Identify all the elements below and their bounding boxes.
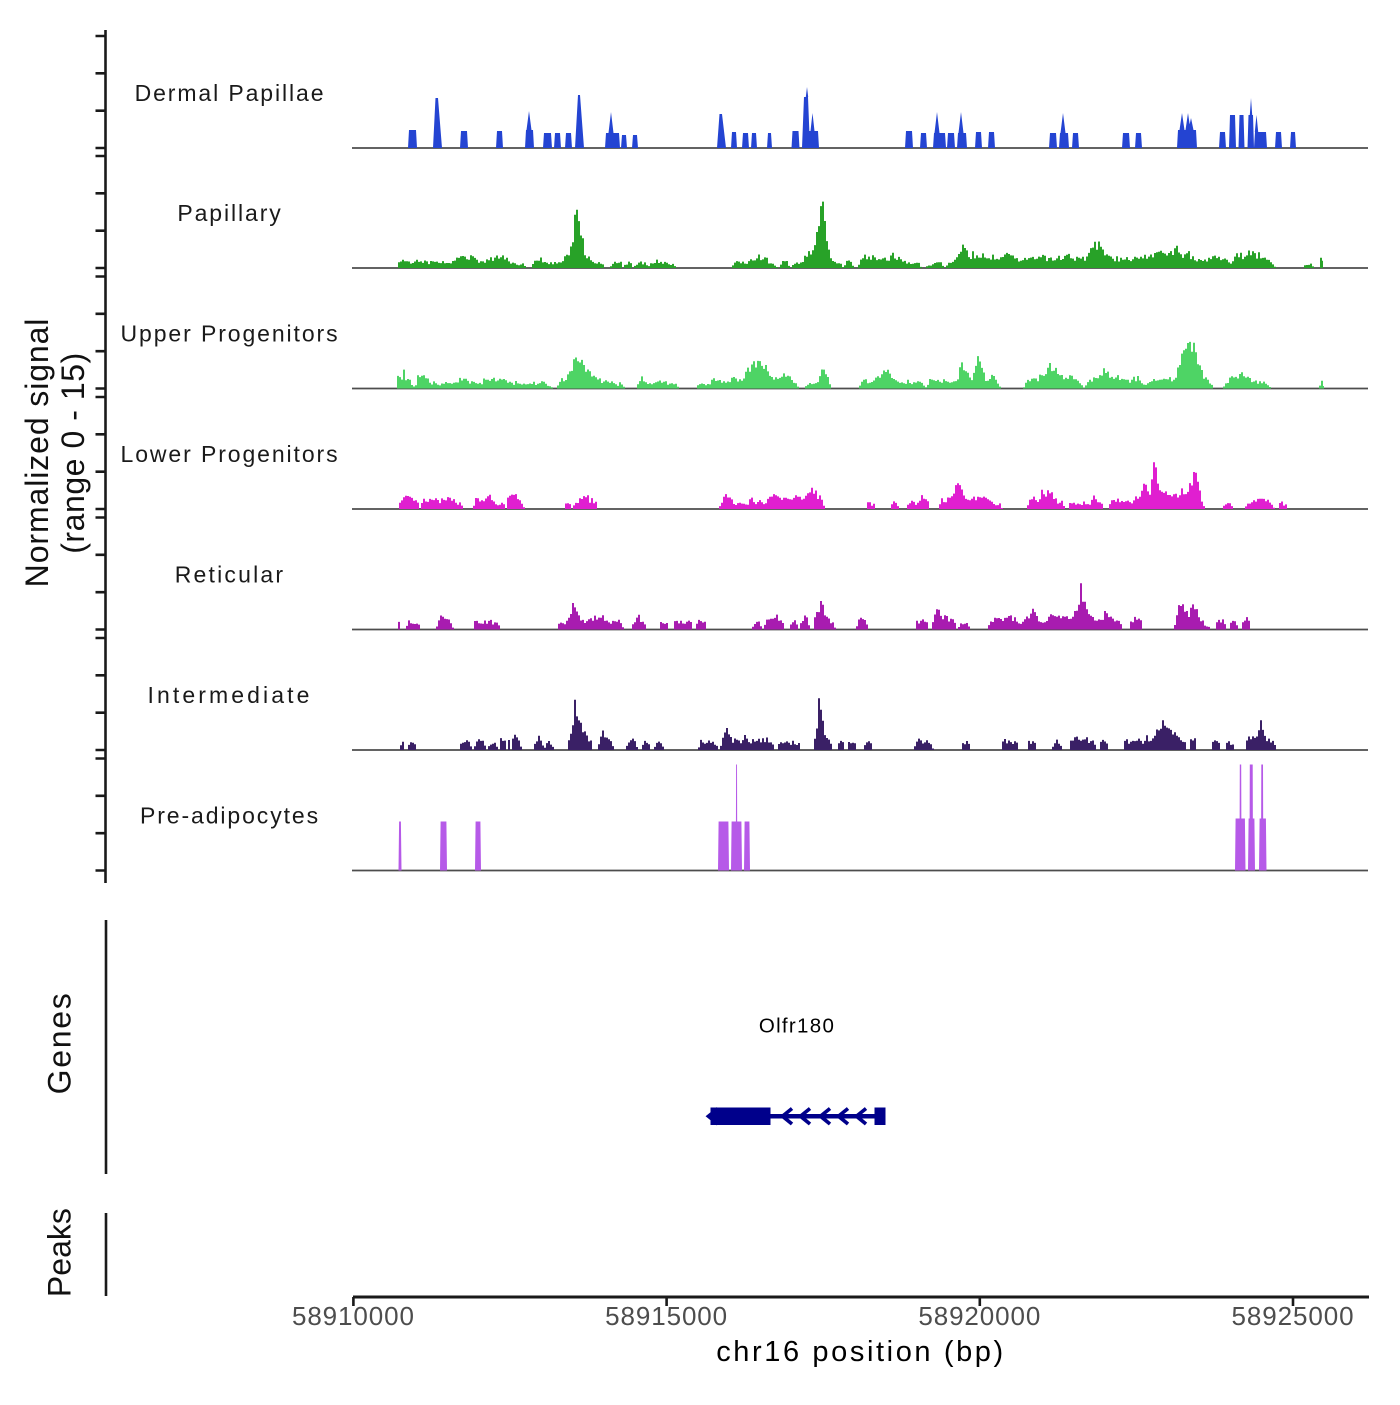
svg-text:chr16 position (bp): chr16 position (bp) bbox=[716, 1336, 1006, 1368]
svg-text:Pre-adipocytes: Pre-adipocytes bbox=[140, 803, 320, 829]
svg-text:58920000: 58920000 bbox=[918, 1301, 1041, 1331]
svg-text:Papillary: Papillary bbox=[177, 200, 282, 226]
svg-text:Normalized signal: Normalized signal bbox=[19, 318, 55, 588]
svg-text:Olfr180: Olfr180 bbox=[759, 1015, 835, 1038]
svg-text:Dermal Papillae: Dermal Papillae bbox=[135, 80, 326, 106]
svg-text:58915000: 58915000 bbox=[605, 1301, 728, 1331]
svg-text:Reticular: Reticular bbox=[175, 562, 286, 588]
svg-text:Genes: Genes bbox=[42, 992, 78, 1095]
svg-text:Intermediate: Intermediate bbox=[147, 682, 312, 708]
svg-text:Lower Progenitors: Lower Progenitors bbox=[121, 441, 340, 467]
svg-text:58910000: 58910000 bbox=[292, 1301, 415, 1331]
svg-text:58925000: 58925000 bbox=[1232, 1301, 1355, 1331]
svg-text:Peaks: Peaks bbox=[41, 1208, 77, 1297]
svg-text:(range 0 - 15): (range 0 - 15) bbox=[55, 352, 91, 554]
svg-text:Upper Progenitors: Upper Progenitors bbox=[121, 321, 340, 347]
